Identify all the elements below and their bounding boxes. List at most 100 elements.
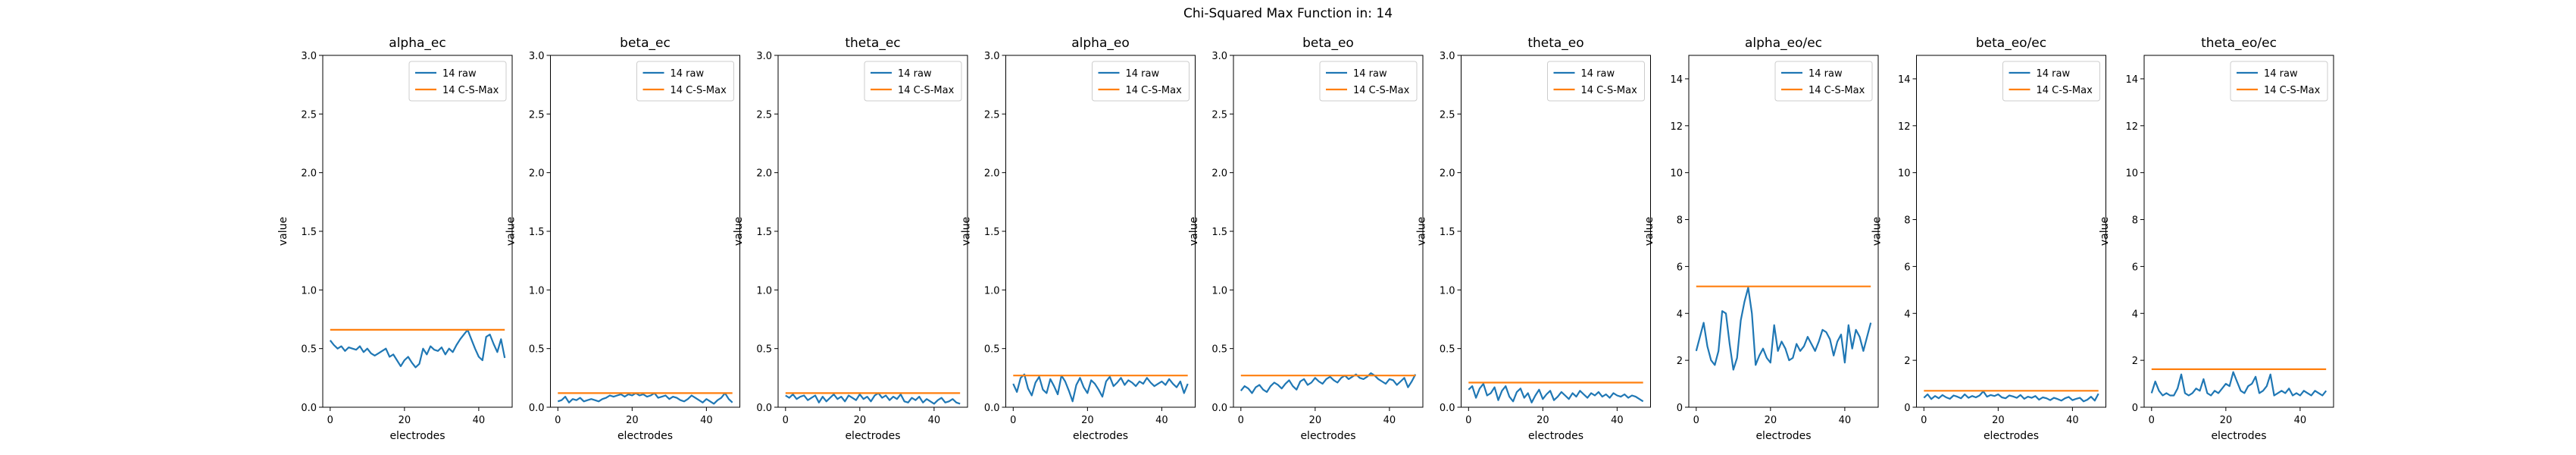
y-tick-label: 2 — [2132, 356, 2138, 367]
y-tick-label: 14 — [1670, 74, 1683, 86]
y-tick-label: 6 — [2132, 262, 2138, 273]
y-axis-label: value — [961, 217, 973, 246]
subplot-7: beta_eo/ec 0 20 40 0 2 4 6 8 10 12 14 electrodes valu… — [1871, 36, 2106, 442]
y-tick-label: 2.0 — [1211, 168, 1227, 180]
x-tick-label: 20 — [2220, 415, 2233, 426]
y-axis-label: value — [1643, 217, 1655, 246]
y-tick-label: 0.0 — [984, 403, 1000, 414]
subplot-0: alpha_ec 0 20 40 0.0 0.5 1.0 1.5 2.0 2.5 3.0 electr… — [277, 36, 513, 442]
legend-entry: 14 C-S-Max — [1353, 85, 1410, 96]
x-tick-label: 0 — [2149, 415, 2155, 426]
y-tick-label: 3.0 — [1211, 51, 1227, 62]
subplot-title: alpha_ec — [389, 36, 445, 51]
y-tick-label: 10 — [1898, 168, 1911, 180]
y-tick-label: 1.0 — [1211, 285, 1227, 297]
legend-entry: 14 C-S-Max — [898, 85, 955, 96]
axes-frame — [777, 55, 968, 408]
axes-frame — [2143, 55, 2334, 408]
y-tick-label: 2 — [1904, 356, 1910, 367]
y-tick-label: 2.0 — [1440, 168, 1455, 180]
y-tick-label: 0.5 — [1440, 344, 1455, 356]
y-tick-label: 1.0 — [529, 285, 545, 297]
y-tick-label: 0 — [1677, 403, 1683, 414]
x-tick-label: 20 — [1992, 415, 2005, 426]
x-tick-label: 40 — [700, 415, 713, 426]
x-tick-label: 0 — [1010, 415, 1016, 426]
x-tick-label: 40 — [1839, 415, 1852, 426]
legend-entry: 14 raw — [1353, 68, 1387, 80]
y-tick-label: 6 — [1904, 262, 1910, 273]
legend-box — [2230, 61, 2328, 102]
legend-box — [2002, 61, 2100, 102]
y-tick-label: 1.5 — [1211, 227, 1227, 238]
y-tick-label: 1.5 — [529, 227, 545, 238]
y-tick-label: 0.0 — [756, 403, 772, 414]
x-tick-label: 40 — [2066, 415, 2079, 426]
subplot-title: alpha_eo/ec — [1745, 36, 1822, 51]
y-tick-label: 3.0 — [756, 51, 772, 62]
y-tick-label: 3.0 — [1440, 51, 1455, 62]
y-tick-label: 1.5 — [301, 227, 317, 238]
x-tick-label: 40 — [928, 415, 941, 426]
y-tick-label: 2.5 — [1211, 109, 1227, 121]
x-tick-label: 0 — [1693, 415, 1699, 426]
y-tick-label: 8 — [2132, 215, 2138, 227]
legend-entry: 14 raw — [2264, 68, 2298, 80]
x-tick-label: 0 — [555, 415, 561, 426]
y-axis-label: value — [1188, 217, 1200, 246]
raw-series-line — [557, 392, 733, 405]
y-tick-label: 10 — [1670, 168, 1683, 180]
x-axis-label: electrodes — [617, 430, 673, 442]
legend-entry: 14 raw — [442, 68, 477, 80]
y-tick-label: 0.0 — [1211, 403, 1227, 414]
legend-entry: 14 C-S-Max — [2037, 85, 2093, 96]
legend-entry: 14 raw — [1581, 68, 1615, 80]
legend-entry: 14 raw — [2037, 68, 2071, 80]
y-tick-label: 1.5 — [1440, 227, 1455, 238]
legend-box — [1547, 61, 1645, 102]
y-tick-label: 2.5 — [529, 109, 545, 121]
x-tick-label: 20 — [1765, 415, 1777, 426]
x-tick-label: 40 — [1155, 415, 1168, 426]
y-tick-label: 12 — [2125, 121, 2138, 133]
axes-frame — [1233, 55, 1424, 408]
y-tick-label: 2.0 — [529, 168, 545, 180]
y-tick-label: 0 — [1904, 403, 1910, 414]
y-tick-label: 0.5 — [756, 344, 772, 356]
y-axis-label: value — [2099, 217, 2111, 246]
x-tick-label: 0 — [1238, 415, 1244, 426]
legend-entry: 14 C-S-Max — [1581, 85, 1638, 96]
subplot-title: beta_eo — [1302, 36, 1354, 51]
x-axis-label: electrodes — [389, 430, 445, 442]
x-tick-label: 40 — [473, 415, 486, 426]
y-tick-label: 12 — [1898, 121, 1911, 133]
y-tick-label: 2.5 — [756, 109, 772, 121]
y-tick-label: 8 — [1677, 215, 1683, 227]
y-tick-label: 2.5 — [984, 109, 1000, 121]
subplot-title: beta_ec — [620, 36, 671, 51]
x-tick-label: 0 — [1921, 415, 1927, 426]
x-axis-label: electrodes — [1528, 430, 1583, 442]
y-tick-label: 6 — [1677, 262, 1683, 273]
x-tick-label: 20 — [1537, 415, 1549, 426]
raw-series-line — [329, 328, 506, 369]
subplot-title: alpha_eo — [1071, 36, 1129, 51]
legend-entry: 14 C-S-Max — [2264, 85, 2321, 96]
y-tick-label: 0.5 — [984, 344, 1000, 356]
subplot-1: beta_ec 0 20 40 0.0 0.5 1.0 1.5 2.0 2.5 3.0 electro… — [505, 36, 740, 442]
x-axis-label: electrodes — [1755, 430, 1811, 442]
subplot-4: beta_eo 0 20 40 0.0 0.5 1.0 1.5 2.0 2.5 3.0 electro… — [1188, 36, 1424, 442]
y-tick-label: 2.5 — [301, 109, 317, 121]
y-axis-label: value — [1871, 217, 1884, 246]
figure-suptitle: Chi-Squared Max Function in: 14 — [1183, 6, 1393, 21]
y-tick-label: 3.0 — [984, 51, 1000, 62]
x-tick-label: 20 — [1081, 415, 1094, 426]
legend-entry: 14 C-S-Max — [1809, 85, 1865, 96]
y-axis-label: value — [1416, 217, 1428, 246]
x-axis-label: electrodes — [1984, 430, 2039, 442]
y-tick-label: 1.0 — [301, 285, 317, 297]
y-tick-label: 12 — [1670, 121, 1683, 133]
x-tick-label: 0 — [327, 415, 333, 426]
raw-series-line — [2150, 371, 2327, 397]
y-tick-label: 1.5 — [984, 227, 1000, 238]
